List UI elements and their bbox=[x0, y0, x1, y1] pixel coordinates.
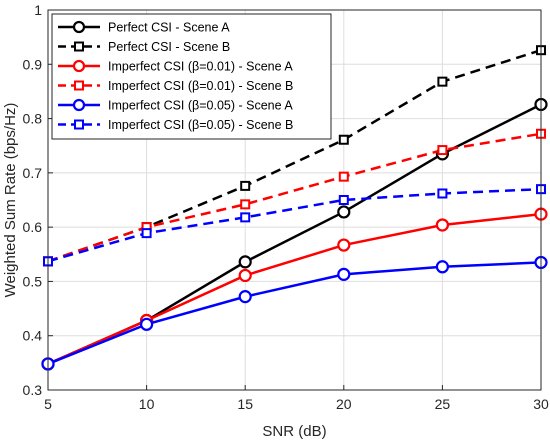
x-tick-label: 25 bbox=[435, 396, 451, 412]
legend-marker bbox=[72, 98, 86, 112]
data-point bbox=[337, 267, 351, 281]
legend-label: Imperfect CSI (β=0.05) - Scene A bbox=[108, 99, 293, 113]
data-point bbox=[435, 218, 449, 232]
x-axis-title: SNR (dB) bbox=[262, 423, 326, 440]
legend-label: Imperfect CSI (β=0.05) - Scene B bbox=[108, 118, 293, 132]
data-point bbox=[238, 290, 252, 304]
legend-item: Imperfect CSI (β=0.05) - Scene A bbox=[58, 99, 293, 113]
data-point bbox=[240, 180, 251, 191]
legend-item: Imperfect CSI (β=0.01) - Scene B bbox=[58, 79, 293, 93]
series-line bbox=[47, 261, 542, 366]
data-point bbox=[238, 268, 252, 283]
y-tick-label: 0.5 bbox=[23, 273, 43, 289]
legend-label: Perfect CSI - Scene A bbox=[108, 21, 230, 35]
x-tick-label: 30 bbox=[533, 396, 549, 412]
data-point bbox=[338, 171, 349, 182]
data-point bbox=[337, 238, 351, 252]
legend-item: Imperfect CSI (β=0.01) - Scene A bbox=[58, 60, 293, 74]
legend-label: Perfect CSI - Scene B bbox=[108, 40, 230, 54]
legend-label: Imperfect CSI (β=0.01) - Scene B bbox=[108, 79, 293, 93]
legend-marker bbox=[72, 59, 86, 73]
legend-marker bbox=[74, 41, 84, 52]
y-tick-label: 0.9 bbox=[23, 56, 43, 72]
x-tick-label: 5 bbox=[44, 396, 52, 412]
series-line bbox=[47, 212, 542, 366]
axis-ticks: 5 10 15 20 25 30 0.3 0.4 0.5 0.6 0.7 0.8 0.9 1 bbox=[23, 2, 549, 412]
data-point bbox=[141, 228, 152, 239]
y-tick-label: 0.3 bbox=[23, 382, 43, 398]
y-tick-label: 0.7 bbox=[23, 165, 43, 181]
data-point bbox=[437, 145, 448, 156]
series-group bbox=[41, 45, 548, 371]
data-point bbox=[140, 317, 154, 331]
y-tick-label: 0.6 bbox=[23, 219, 43, 235]
legend-label: Imperfect CSI (β=0.01) - Scene A bbox=[108, 60, 293, 74]
data-point bbox=[437, 76, 448, 87]
y-axis-title: Weighted Sum Rate (bps/Hz) bbox=[2, 103, 19, 298]
y-tick-label: 0.8 bbox=[23, 111, 43, 127]
legend-marker bbox=[74, 119, 84, 130]
legend-item: Perfect CSI - Scene B bbox=[58, 40, 230, 54]
data-point bbox=[338, 134, 349, 145]
x-tick-label: 20 bbox=[336, 396, 352, 412]
legend-marker bbox=[72, 20, 86, 34]
legend-item: Imperfect CSI (β=0.05) - Scene B bbox=[58, 118, 293, 132]
data-point bbox=[437, 188, 448, 199]
series-line bbox=[47, 187, 542, 263]
x-tick-label: 15 bbox=[237, 396, 253, 412]
data-point bbox=[238, 255, 252, 269]
x-tick-label: 10 bbox=[139, 396, 155, 412]
legend-marker bbox=[74, 80, 84, 91]
data-point bbox=[337, 205, 351, 219]
series-line bbox=[47, 132, 542, 263]
data-point bbox=[240, 199, 251, 210]
y-tick-label: 0.4 bbox=[23, 328, 43, 344]
data-point bbox=[338, 195, 349, 205]
series-5 bbox=[41, 255, 548, 371]
data-point bbox=[435, 260, 449, 274]
legend-item: Perfect CSI - Scene A bbox=[58, 21, 230, 35]
legend: Perfect CSI - Scene A Perfect CSI - Scene… bbox=[51, 13, 332, 140]
data-point bbox=[240, 212, 251, 223]
y-tick-label: 1 bbox=[34, 2, 42, 18]
plot-frame bbox=[47, 9, 542, 391]
legend-box bbox=[51, 13, 332, 140]
